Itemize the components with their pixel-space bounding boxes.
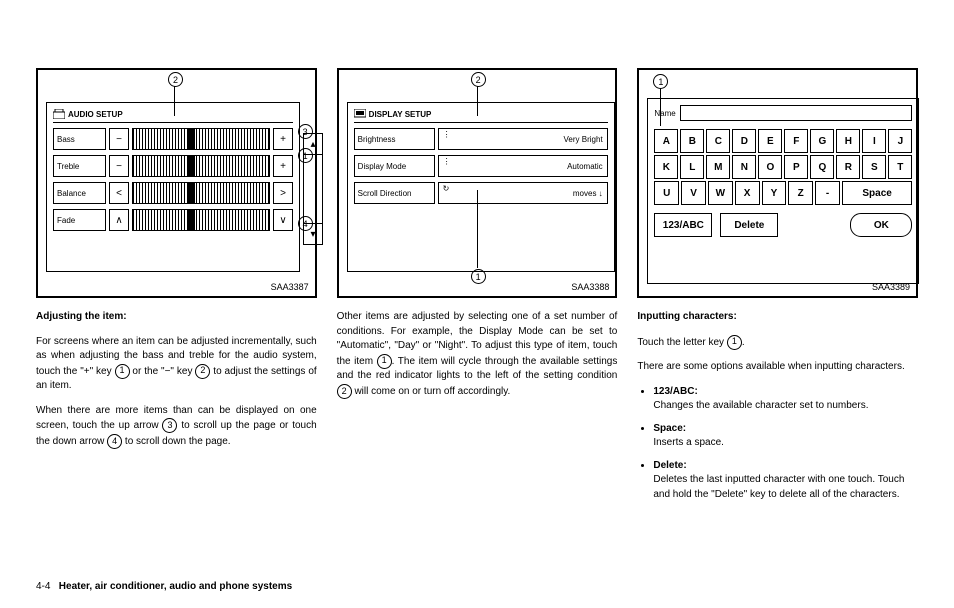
row-treble: Treble−+ <box>53 155 293 177</box>
key-e[interactable]: E <box>758 129 782 153</box>
key-w[interactable]: W <box>708 181 733 205</box>
figure-id: SAA3388 <box>571 282 609 292</box>
key-space[interactable]: Space <box>842 181 912 205</box>
heading-adjusting: Adjusting the item: <box>36 310 317 325</box>
column-2: 2 1 DISPLAY SETUP Brightness⋮Very Bright… <box>337 68 618 510</box>
key-q[interactable]: Q <box>810 155 834 179</box>
scrollbar[interactable]: ▴▾ <box>303 133 323 245</box>
screen-title: AUDIO SETUP <box>53 109 293 123</box>
options-list: 123/ABC:Changes the available character … <box>637 385 918 503</box>
key-v[interactable]: V <box>681 181 706 205</box>
keyboard-bottom-row: 123/ABC Delete OK <box>654 213 912 237</box>
key-l[interactable]: L <box>680 155 704 179</box>
callout-1: 1 <box>653 74 668 89</box>
column-3: 1 Name ABCDEFGHIJ KLMNOPQRST UVWXYZ-Spac… <box>637 68 918 510</box>
key-j[interactable]: J <box>888 129 912 153</box>
key-ok[interactable]: OK <box>850 213 912 237</box>
key-c[interactable]: C <box>706 129 730 153</box>
key-i[interactable]: I <box>862 129 886 153</box>
row-display-mode[interactable]: Display Mode⋮Automatic <box>354 155 608 177</box>
keyboard-screen: Name ABCDEFGHIJ KLMNOPQRST UVWXYZ-Space … <box>647 98 919 284</box>
key-s[interactable]: S <box>862 155 886 179</box>
option-delete: Delete:Deletes the last inputted charact… <box>653 459 918 503</box>
key-h[interactable]: H <box>836 129 860 153</box>
heading-input: Inputting characters: <box>637 310 918 325</box>
key--[interactable]: - <box>815 181 840 205</box>
para-display-1: Other items are adjusted by selecting on… <box>337 310 618 399</box>
key-t[interactable]: T <box>888 155 912 179</box>
key-a[interactable]: A <box>654 129 678 153</box>
row-scroll-direction[interactable]: Scroll Direction↻moves ↓ <box>354 182 608 204</box>
name-field-row: Name <box>654 105 912 121</box>
key-r[interactable]: R <box>836 155 860 179</box>
key-g[interactable]: G <box>810 129 834 153</box>
key-y[interactable]: Y <box>762 181 787 205</box>
key-u[interactable]: U <box>654 181 679 205</box>
row-bass: Bass−+ <box>53 128 293 150</box>
key-k[interactable]: K <box>654 155 678 179</box>
key-o[interactable]: O <box>758 155 782 179</box>
plus-button[interactable]: + <box>273 128 293 150</box>
row-brightness[interactable]: Brightness⋮Very Bright <box>354 128 608 150</box>
key-x[interactable]: X <box>735 181 760 205</box>
para-adjust-2: When there are more items than can be di… <box>36 404 317 450</box>
scroll-down[interactable]: ▾ <box>304 223 322 244</box>
keyboard-row-3: UVWXYZ-Space <box>654 181 912 205</box>
keyboard-row-2: KLMNOPQRST <box>654 155 912 179</box>
para-adjust-1: For screens where an item can be adjuste… <box>36 335 317 394</box>
minus-button[interactable]: − <box>109 128 129 150</box>
display-setup-screen: DISPLAY SETUP Brightness⋮Very Bright Dis… <box>347 102 615 272</box>
key-n[interactable]: N <box>732 155 756 179</box>
figure-audio-setup: 2 3 1 4 AUDIO SETUP Bass−+ Treble−+ Bala… <box>36 68 317 298</box>
page-columns: 2 3 1 4 AUDIO SETUP Bass−+ Treble−+ Bala… <box>36 68 918 510</box>
para-input-2: There are some options available when in… <box>637 360 918 375</box>
option-space: Space:Inserts a space. <box>653 422 918 451</box>
key-delete[interactable]: Delete <box>720 213 778 237</box>
option-123abc: 123/ABC:Changes the available character … <box>653 385 918 414</box>
figure-display-setup: 2 1 DISPLAY SETUP Brightness⋮Very Bright… <box>337 68 618 298</box>
callout-2: 2 <box>168 72 183 87</box>
key-z[interactable]: Z <box>788 181 813 205</box>
name-input[interactable] <box>680 105 913 121</box>
figure-id: SAA3389 <box>872 282 910 292</box>
key-m[interactable]: M <box>706 155 730 179</box>
callout-2: 2 <box>471 72 486 87</box>
key-p[interactable]: P <box>784 155 808 179</box>
figure-keyboard: 1 Name ABCDEFGHIJ KLMNOPQRST UVWXYZ-Spac… <box>637 68 918 298</box>
para-input-1: Touch the letter key 1. <box>637 335 918 351</box>
key-b[interactable]: B <box>680 129 704 153</box>
key-d[interactable]: D <box>732 129 756 153</box>
screen-title: DISPLAY SETUP <box>354 109 608 123</box>
scroll-up[interactable]: ▴ <box>304 134 322 155</box>
column-1: 2 3 1 4 AUDIO SETUP Bass−+ Treble−+ Bala… <box>36 68 317 510</box>
key-f[interactable]: F <box>784 129 808 153</box>
keyboard-row-1: ABCDEFGHIJ <box>654 129 912 153</box>
page-footer: 4-4 Heater, air conditioner, audio and p… <box>36 581 292 592</box>
figure-id: SAA3387 <box>271 282 309 292</box>
row-balance: Balance<> <box>53 182 293 204</box>
audio-setup-screen: AUDIO SETUP Bass−+ Treble−+ Balance<> Fa… <box>46 102 300 272</box>
key-123abc[interactable]: 123/ABC <box>654 213 712 237</box>
row-fade: Fade∧∨ <box>53 209 293 231</box>
